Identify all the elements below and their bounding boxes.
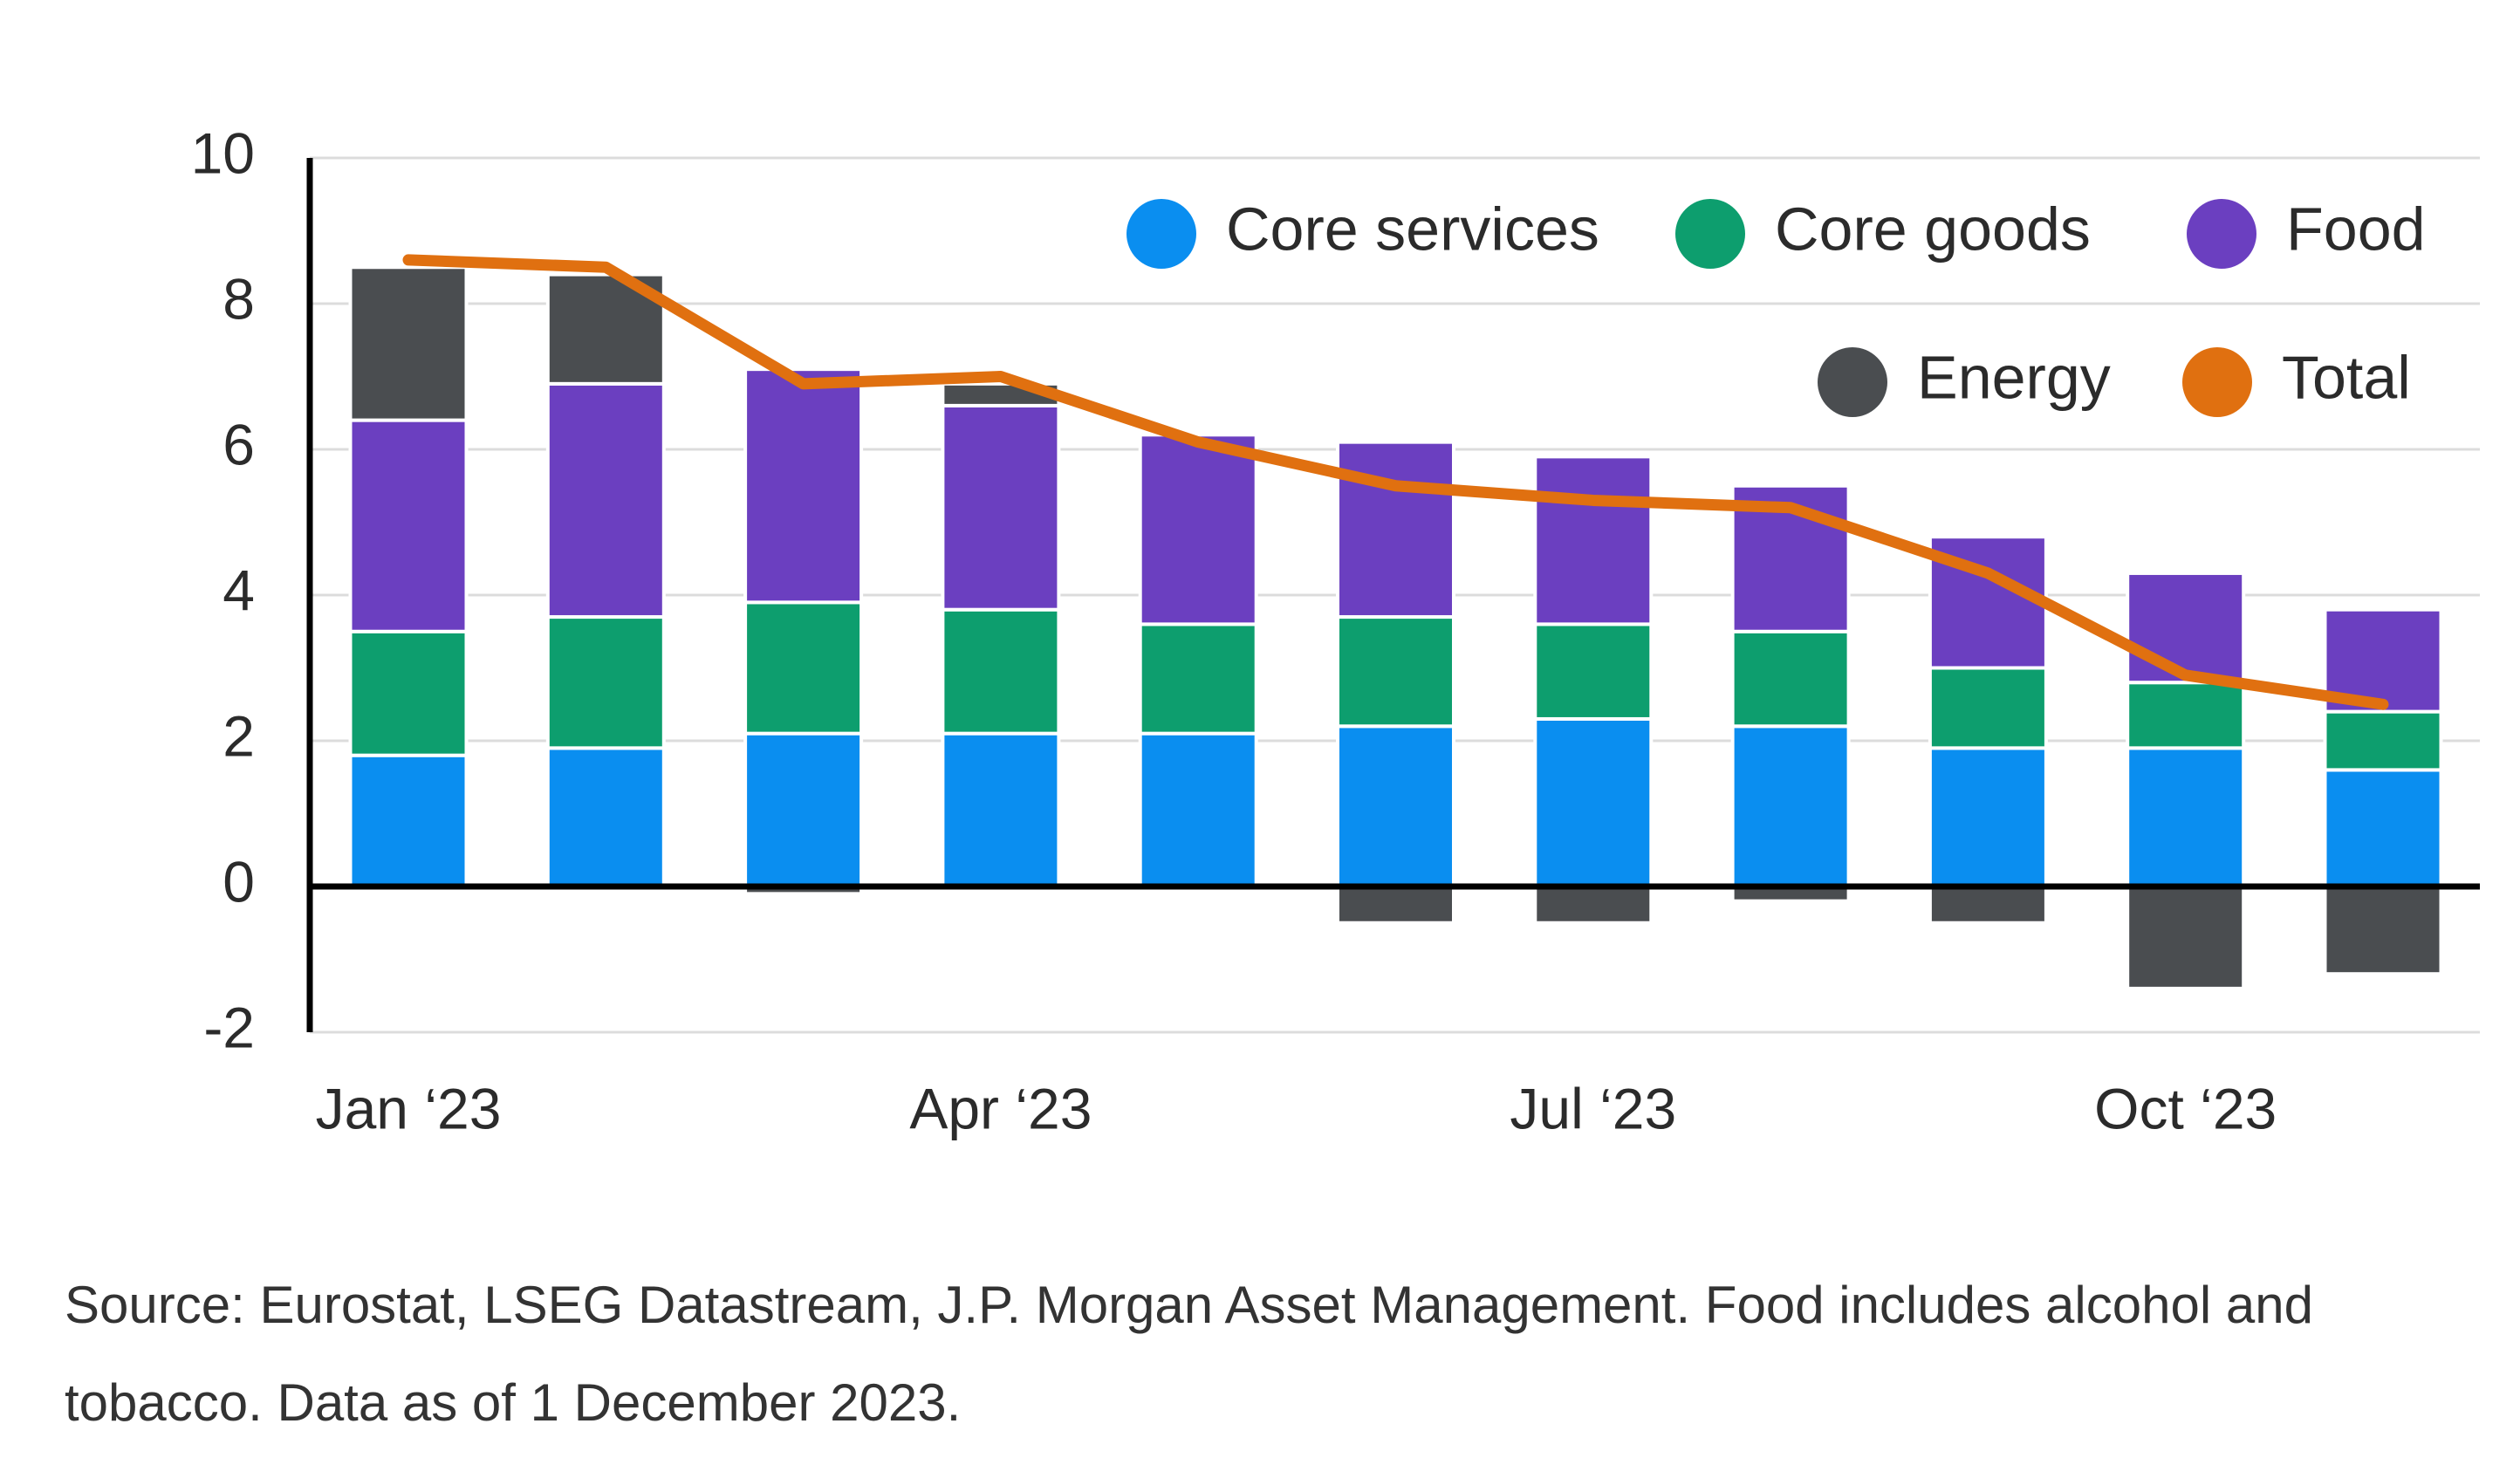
bar-segment: [2126, 885, 2246, 990]
bar-segment: [348, 418, 469, 633]
bar-segment: [2323, 885, 2443, 976]
legend-label: Energy: [1917, 343, 2111, 411]
bar-segment: [1336, 440, 1455, 619]
bar-segment: [545, 272, 666, 386]
bar-segment: [545, 746, 666, 888]
footnote: Source: Eurostat, LSEG Datastream, J.P. …: [65, 1276, 2313, 1432]
y-tick-label: 6: [223, 412, 255, 476]
chart: -2 0 2 4 6 8 10 Jan ‘23 Apr ‘23 Jul ‘23 Oct ‘23 Cor…: [191, 120, 2480, 1140]
x-tick-label: Jul ‘23: [1510, 1076, 1676, 1140]
bar-segment: [2126, 681, 2246, 750]
legend-swatch: [1818, 347, 1887, 417]
bar-segment: [348, 629, 469, 757]
bar-segment: [941, 403, 1061, 612]
bar-segment: [743, 731, 864, 889]
x-tick-label: Apr ‘23: [909, 1076, 1092, 1140]
bar-segment: [1730, 629, 1851, 729]
bar-segment: [1730, 724, 1851, 888]
legend-label: Food: [2286, 195, 2426, 263]
bar-segment: [1138, 622, 1258, 736]
bar-segment: [2323, 768, 2443, 889]
bar-segment: [2126, 571, 2246, 685]
bar-segment: [1138, 731, 1258, 889]
bar-segment: [1336, 615, 1455, 729]
bar-segment: [743, 600, 864, 736]
bar-segment: [1336, 885, 1455, 925]
bar-segment: [1928, 746, 2048, 888]
legend-swatch: [1126, 199, 1196, 269]
bar-segment: [1533, 885, 1654, 925]
legend-label: Core goods: [1775, 195, 2091, 263]
y-tick-label: 2: [223, 703, 255, 768]
bar-segment: [941, 607, 1061, 736]
x-tick-label: Oct ‘23: [2094, 1076, 2277, 1140]
legend-swatch: [1675, 199, 1745, 269]
bar-segment: [1533, 716, 1654, 889]
bar-segment: [545, 615, 666, 750]
y-tick-label: 8: [223, 266, 255, 331]
bar-segment: [545, 381, 666, 619]
legend-label: Core services: [1226, 195, 1599, 263]
bar-segment: [2323, 709, 2443, 772]
bar-segment: [1928, 666, 2048, 750]
legend-swatch: [2182, 347, 2252, 417]
bar-segment: [348, 753, 469, 889]
bar-segment: [1533, 622, 1654, 721]
bar-segment: [1533, 455, 1654, 626]
bar-segment: [1336, 724, 1455, 888]
y-tick-label: 0: [223, 849, 255, 914]
y-tick-label: 4: [223, 558, 255, 622]
bar-segment: [1138, 433, 1258, 626]
y-tick-label: 10: [191, 120, 255, 185]
x-tick-label: Jan ‘23: [316, 1076, 502, 1140]
total-line: [402, 254, 2389, 710]
bar-segment: [2126, 746, 2246, 888]
bar-segment: [1928, 885, 2048, 925]
legend-swatch: [2187, 199, 2256, 269]
y-tick-label: -2: [203, 995, 255, 1059]
bar-segment: [348, 265, 469, 422]
bar-segment: [743, 367, 864, 605]
legend-label: Total: [2282, 343, 2411, 411]
bar-segment: [941, 731, 1061, 889]
